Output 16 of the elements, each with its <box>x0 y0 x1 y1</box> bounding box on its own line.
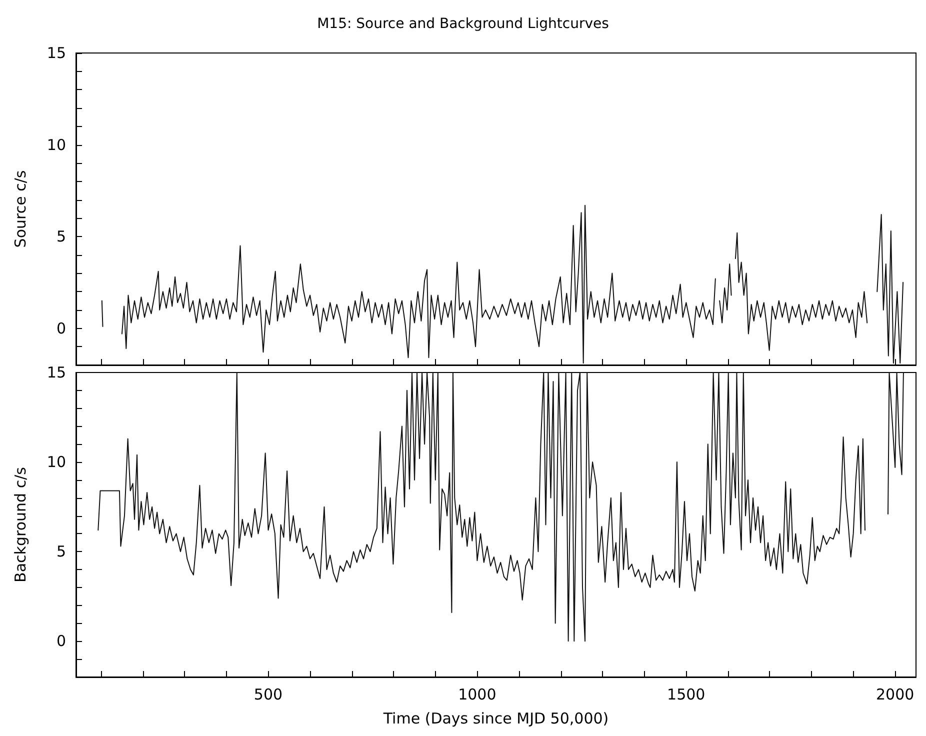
y-tick-label: 10 <box>46 453 66 472</box>
y-axis-title: Source c/s <box>12 170 30 248</box>
chart-title: M15: Source and Background Lightcurves <box>317 16 609 32</box>
y-tick-label: 5 <box>56 228 66 246</box>
x-tick-label: 1000 <box>458 686 496 704</box>
y-tick-label: 10 <box>46 136 66 154</box>
y-tick-label: 15 <box>46 44 66 62</box>
x-tick-label: 500 <box>254 686 283 704</box>
y-axis-title: Background c/s <box>12 466 30 582</box>
y-tick-label: 0 <box>56 632 66 650</box>
y-tick-label: 0 <box>56 319 66 338</box>
y-tick-label: 15 <box>46 364 66 382</box>
y-tick-label: 5 <box>56 542 66 561</box>
x-axis-title: Time (Days since MJD 50,000) <box>382 710 609 728</box>
x-tick-label: 1500 <box>667 686 706 704</box>
x-tick-label: 2000 <box>876 686 914 704</box>
